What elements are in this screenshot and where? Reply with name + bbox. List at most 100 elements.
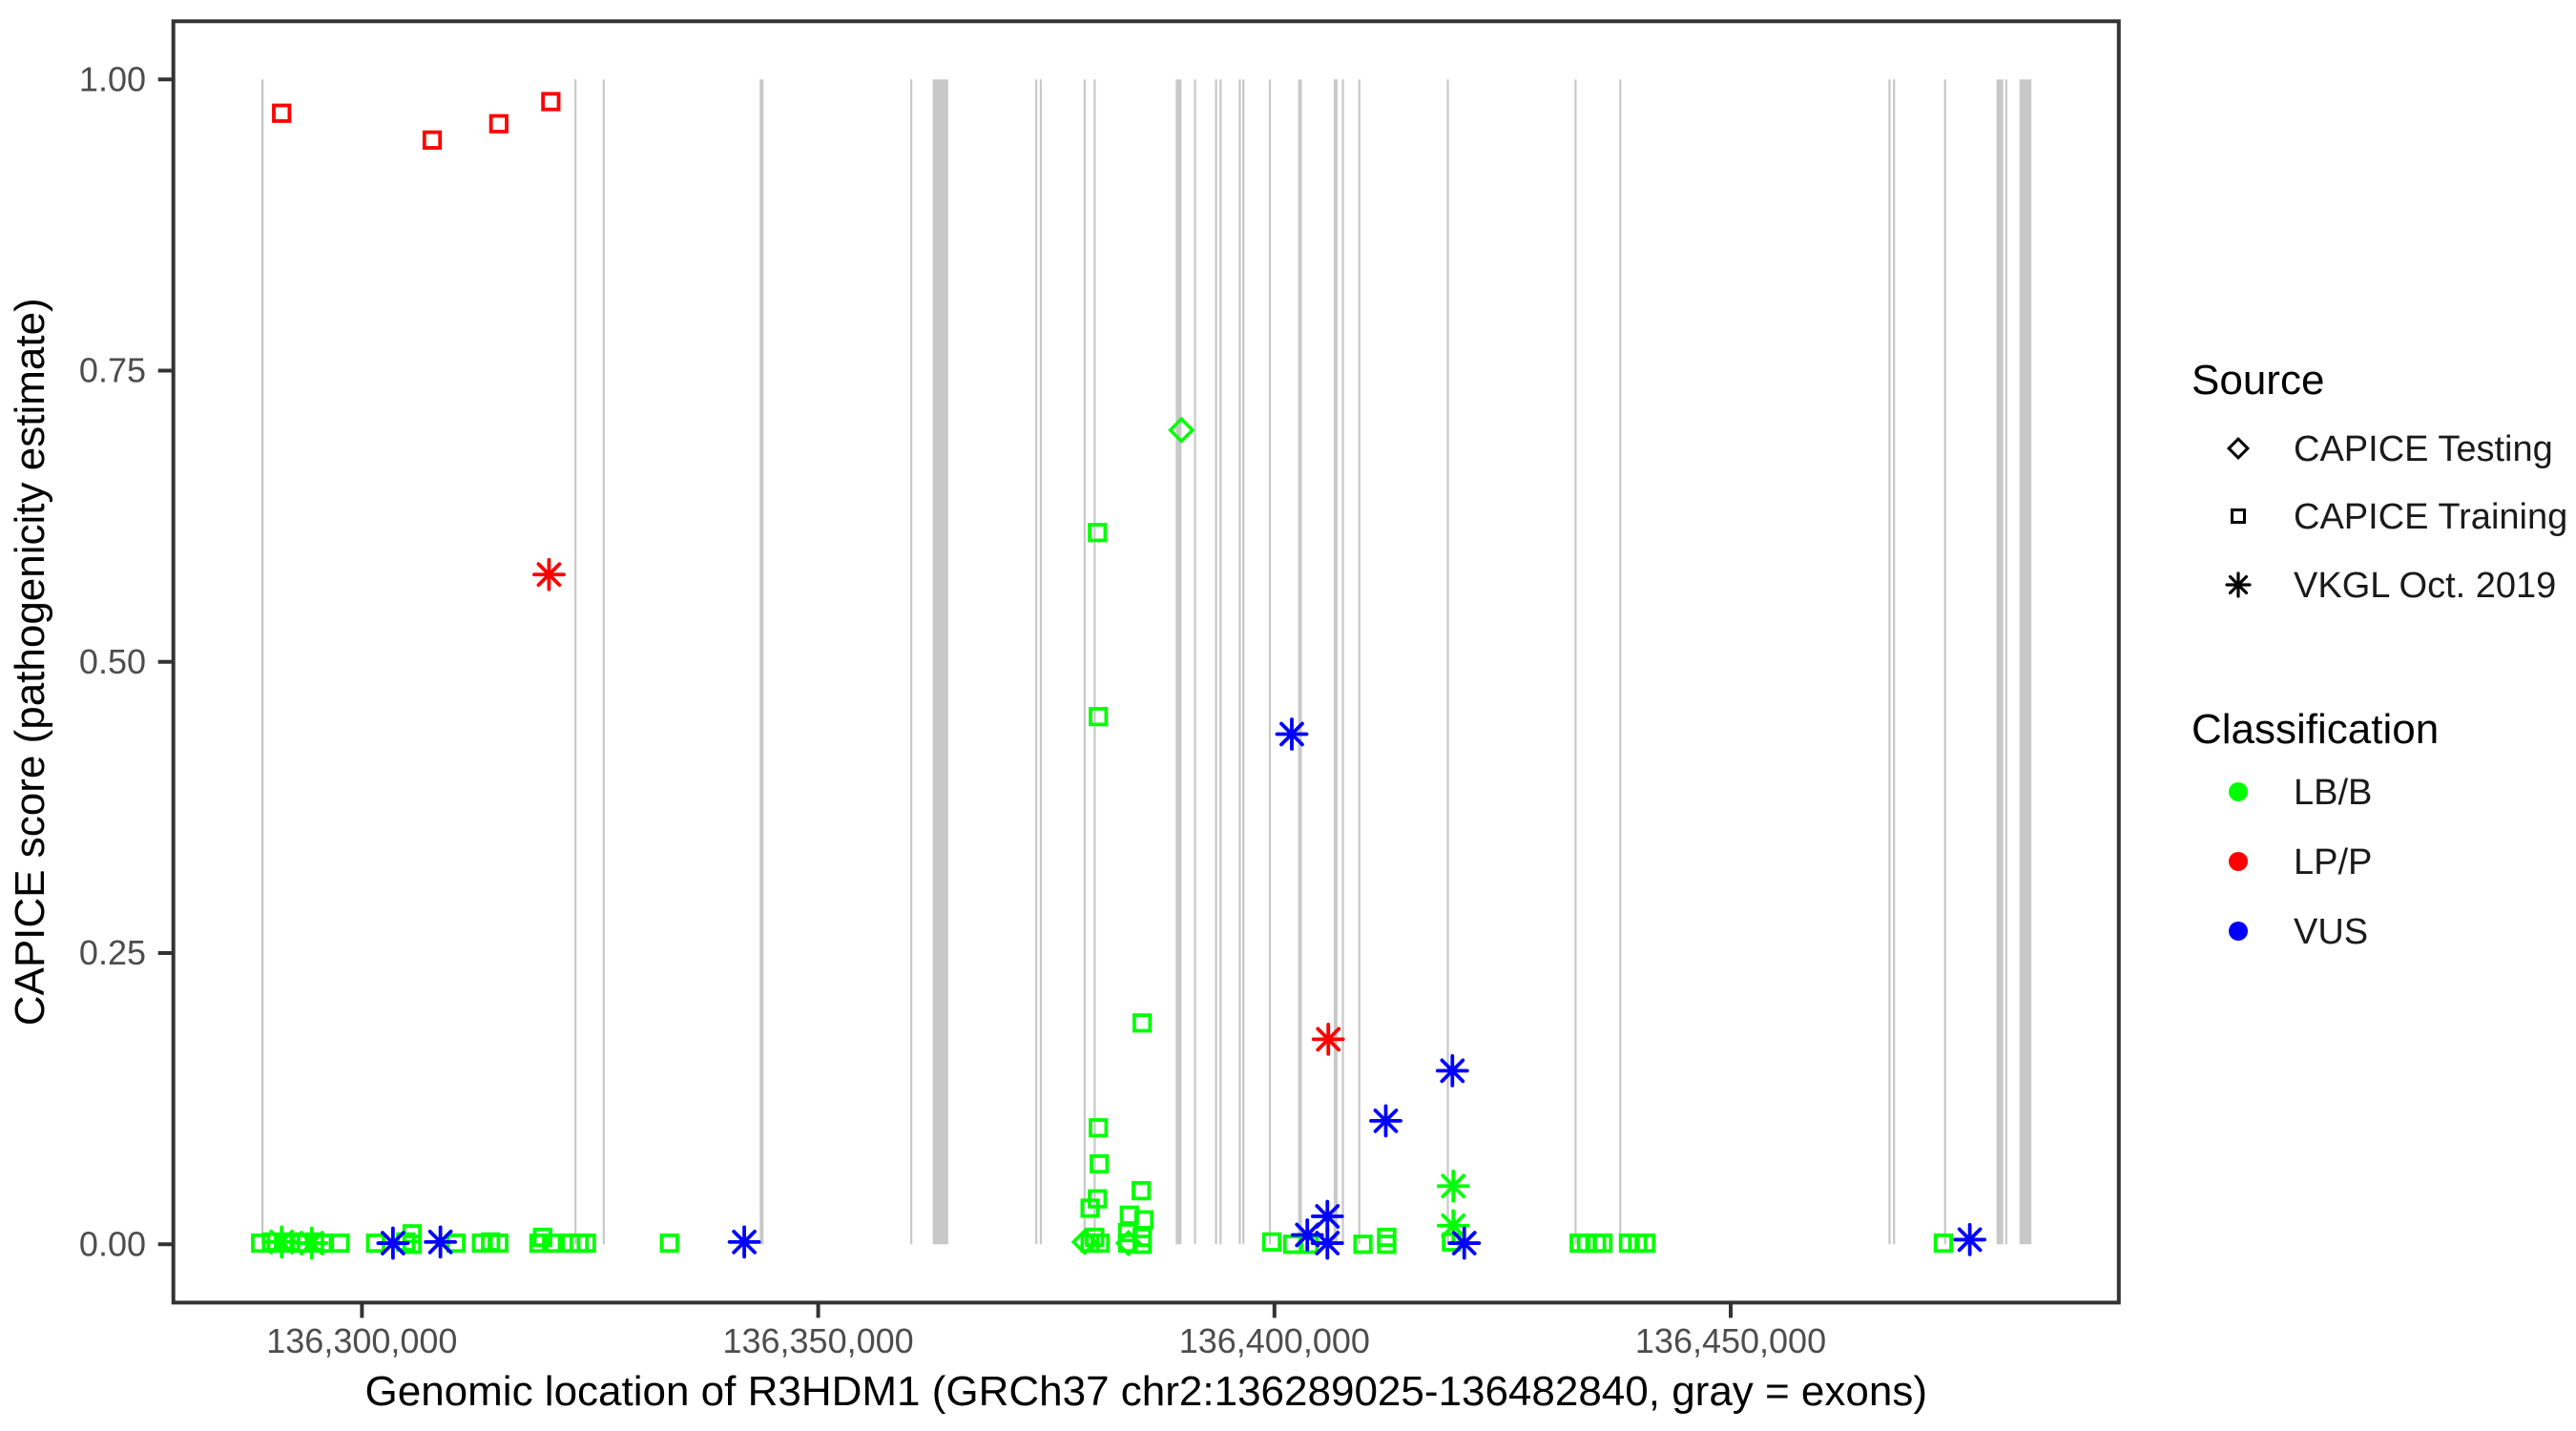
exon-bar	[1093, 79, 1096, 1245]
legend-source-item-label: VKGL Oct. 2019	[2294, 566, 2556, 606]
data-point-square	[1090, 1153, 1110, 1174]
data-point-square	[1353, 1234, 1373, 1255]
asterisk-spoke	[732, 1229, 757, 1255]
exon-bar	[1888, 79, 1891, 1245]
asterisk-spoke	[269, 1229, 295, 1255]
data-point-square	[2231, 508, 2246, 524]
data-point-square	[1593, 1233, 1613, 1254]
data-point-asterisk	[295, 1226, 329, 1260]
x-tick-label: 136,300,000	[266, 1321, 457, 1360]
data-point-square	[1132, 1181, 1152, 1201]
data-point-asterisk	[424, 1225, 458, 1259]
exon-bar	[2019, 79, 2032, 1245]
y-tick-label: 0.75	[79, 351, 146, 390]
data-point-asterisk	[376, 1226, 410, 1260]
legend-classification-title: Classification	[2192, 706, 2439, 753]
exon-bar	[1215, 79, 1217, 1245]
data-point-square	[1085, 1227, 1105, 1248]
data-point-asterisk	[264, 1225, 299, 1259]
exon-bar	[1175, 79, 1182, 1245]
data-point-asterisk	[532, 557, 566, 591]
exon-bar	[1242, 79, 1245, 1245]
asterisk-spoke	[427, 1229, 453, 1255]
asterisk-spoke	[1315, 1231, 1340, 1255]
data-point-square	[1089, 1118, 1109, 1138]
data-point-square	[1089, 707, 1109, 727]
asterisk-spoke	[1315, 1204, 1340, 1229]
data-point-square	[1635, 1233, 1656, 1254]
y-axis-title: CAPICE score (pathogenicity estimate)	[7, 298, 53, 1026]
data-point-diamond	[2226, 436, 2251, 461]
data-point-square	[1080, 1198, 1100, 1218]
asterisk-spoke	[1441, 1173, 1466, 1199]
data-point-asterisk	[1369, 1104, 1402, 1138]
legend-color-dot	[2229, 852, 2248, 871]
exon-bar	[932, 79, 948, 1245]
legend-color-dot	[2229, 782, 2248, 801]
data-point-square	[1261, 1232, 1282, 1252]
data-point-square	[488, 1233, 509, 1254]
x-tick-label: 136,400,000	[1179, 1321, 1370, 1360]
asterisk-spoke	[1373, 1109, 1399, 1133]
data-point-asterisk	[727, 1225, 761, 1259]
x-tick-label: 136,450,000	[1635, 1321, 1826, 1360]
exon-bar	[1238, 79, 1241, 1245]
legend-source-title: Source	[2192, 357, 2324, 404]
exon-bar	[1943, 79, 1946, 1245]
exon-bar	[1039, 79, 1043, 1245]
exon-bar	[574, 79, 577, 1245]
data-point-square	[529, 1233, 550, 1254]
asterisk-spoke	[2228, 574, 2249, 595]
asterisk-spoke	[381, 1231, 405, 1255]
x-tick-label: 136,350,000	[722, 1321, 913, 1360]
exon-bar	[602, 79, 605, 1245]
data-point-square	[488, 114, 509, 134]
data-point-square	[542, 1233, 562, 1254]
exon-bar	[1893, 79, 1896, 1245]
data-point-asterisk	[1436, 1209, 1470, 1243]
exon-bar	[1298, 79, 1302, 1245]
data-point-asterisk	[1435, 1053, 1469, 1088]
exon-bar	[1996, 79, 2004, 1245]
data-point-square	[272, 103, 292, 123]
asterisk-spoke	[1957, 1227, 1983, 1253]
data-point-asterisk	[1447, 1226, 1482, 1260]
asterisk-spoke	[1295, 1222, 1320, 1248]
exon-bar	[759, 79, 764, 1245]
exon-bar	[1619, 79, 1622, 1245]
y-tick-label: 0.25	[79, 933, 146, 972]
data-point-square	[1080, 1233, 1100, 1254]
data-point-square	[330, 1233, 350, 1254]
exon-bar	[1268, 79, 1272, 1245]
data-point-square	[1132, 1013, 1153, 1033]
exon-bar	[910, 79, 913, 1245]
data-point-square	[1133, 1210, 1154, 1230]
exon-bar	[1219, 79, 1222, 1245]
exon-bar	[1333, 79, 1338, 1245]
legend-source-item-label: CAPICE Testing	[2294, 429, 2553, 469]
data-point-square	[1088, 523, 1108, 543]
data-point-square	[1933, 1233, 1953, 1254]
exon-bar	[1194, 79, 1196, 1245]
legend-classification-item-label: VUS	[2294, 912, 2368, 952]
data-point-asterisk	[1310, 1199, 1344, 1234]
asterisk-spoke	[536, 562, 562, 588]
asterisk-spoke	[1440, 1058, 1465, 1084]
data-point-square	[576, 1233, 596, 1254]
legend-classification-item-label: LP/P	[2294, 842, 2372, 882]
legend-source-item-label: CAPICE Training	[2294, 497, 2567, 537]
data-point-asterisk	[2225, 571, 2252, 598]
data-point-square	[1091, 1233, 1111, 1254]
data-point-asterisk	[1436, 1169, 1470, 1203]
exon-bar	[1341, 79, 1344, 1245]
data-point-asterisk	[1311, 1023, 1345, 1056]
data-point-asterisk	[1275, 717, 1309, 751]
asterisk-spoke	[1451, 1231, 1477, 1255]
data-point-asterisk	[1310, 1226, 1344, 1260]
y-tick-label: 0.00	[79, 1224, 146, 1263]
data-point-square	[1377, 1234, 1397, 1255]
asterisk-spoke	[1279, 721, 1304, 747]
